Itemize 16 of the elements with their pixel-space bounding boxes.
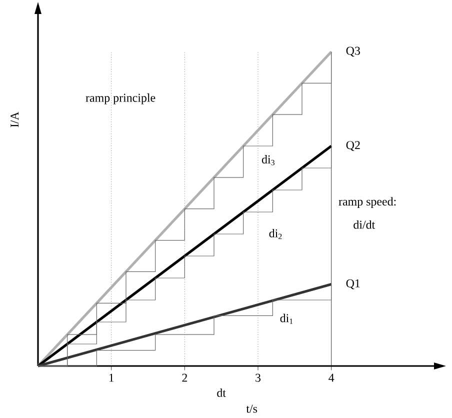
annotation: ramp speed: bbox=[338, 197, 396, 208]
series-label: Q3 bbox=[346, 46, 360, 57]
series-label: Q1 bbox=[346, 279, 360, 290]
series-label: Q2 bbox=[346, 141, 360, 151]
annotation: ramp principle bbox=[86, 93, 156, 104]
x-tick-label: 1 bbox=[109, 374, 114, 382]
annotation: di$_{2}$ bbox=[269, 228, 282, 240]
text: dt bbox=[217, 388, 226, 397]
annotation: di/dt bbox=[354, 220, 376, 229]
x-tick-label: 2 bbox=[182, 374, 187, 382]
x-axis-title: t/s bbox=[246, 404, 258, 413]
annotation: di$_{1}$ bbox=[280, 314, 293, 324]
x-tick-label: 4 bbox=[328, 374, 334, 382]
x-tick-label: 3 bbox=[256, 374, 261, 382]
annotation: di$_{3}$ bbox=[262, 155, 274, 166]
y-axis-title: I/A bbox=[10, 112, 19, 128]
